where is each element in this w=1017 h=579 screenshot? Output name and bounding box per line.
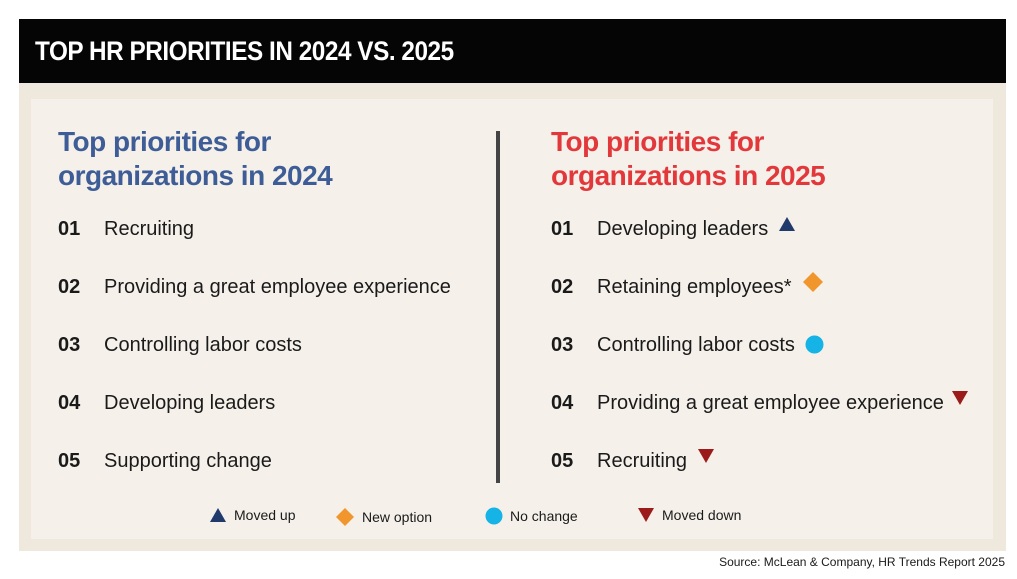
priorities-2024-list: 01 Recruiting 02 Providing a great emplo… xyxy=(58,218,498,508)
priorities-2025-column: Top priorities for organizations in 2025… xyxy=(551,125,991,508)
rank-number: 04 xyxy=(58,392,81,414)
list-item: 01 Developing leaders xyxy=(551,217,991,276)
priority-label: Recruiting xyxy=(597,450,688,472)
rank-number: 05 xyxy=(58,450,81,472)
legend-label: No change xyxy=(510,508,578,524)
heading-2024-line2: organizations in 2024 xyxy=(58,160,333,191)
list-item: 05 Recruiting xyxy=(551,449,991,508)
priority-label: Controlling labor costs xyxy=(597,334,795,356)
legend-no-change: No change xyxy=(485,507,578,525)
priority-label: Recruiting xyxy=(104,218,195,240)
rank-number: 03 xyxy=(551,334,574,356)
legend-moved-up: Moved up xyxy=(209,507,295,523)
heading-2025-line2: organizations in 2025 xyxy=(551,160,826,191)
priority-label: Retaining employees* xyxy=(597,276,792,298)
rank-number: 03 xyxy=(58,334,81,356)
list-item: 04 Developing leaders xyxy=(58,392,498,450)
heading-2025-line1: Top priorities for xyxy=(551,126,764,157)
list-item: 05 Supporting change xyxy=(58,450,498,508)
rank-number: 05 xyxy=(551,450,574,472)
priority-label: Providing a great employee experience xyxy=(597,392,944,414)
title-bar: TOP HR PRIORITIES IN 2024 VS. 2025 xyxy=(19,19,1006,83)
column-divider xyxy=(496,131,500,483)
new-option-icon xyxy=(802,272,823,292)
content-panel: Top priorities for organizations in 2024… xyxy=(31,99,993,539)
priorities-2025-list: 01 Developing leaders 02 Retaining emplo… xyxy=(551,217,991,508)
rank-number: 02 xyxy=(551,276,574,298)
legend-label: Moved up xyxy=(234,507,296,523)
priorities-2024-heading: Top priorities for organizations in 2024 xyxy=(58,125,498,193)
priority-label: Developing leaders xyxy=(597,218,769,240)
list-item: 03 Controlling labor costs xyxy=(58,334,498,392)
heading-2024-line1: Top priorities for xyxy=(58,126,271,157)
priorities-2025-heading: Top priorities for organizations in 2025 xyxy=(551,125,991,193)
no-change-icon xyxy=(805,335,824,354)
list-item: 02 Retaining employees* xyxy=(551,272,991,334)
priority-label: Supporting change xyxy=(104,450,272,472)
list-item: 02 Providing a great employee experience xyxy=(58,276,498,334)
legend: Moved up New option No change Moved down xyxy=(31,501,993,531)
rank-number: 01 xyxy=(58,218,81,240)
rank-number: 04 xyxy=(551,392,574,414)
list-item: 01 Recruiting xyxy=(58,218,498,276)
moved-down-icon xyxy=(638,508,654,522)
priority-label: Controlling labor costs xyxy=(104,334,302,356)
rank-number: 01 xyxy=(551,218,574,240)
moved-up-icon xyxy=(210,508,226,522)
list-item: 04 Providing a great employee experience xyxy=(551,391,991,450)
page-title: TOP HR PRIORITIES IN 2024 VS. 2025 xyxy=(35,35,454,66)
legend-moved-down: Moved down xyxy=(637,507,741,523)
priority-label: Developing leaders xyxy=(104,392,276,414)
no-change-icon xyxy=(485,507,503,525)
legend-label: Moved down xyxy=(662,507,742,523)
priorities-2024-column: Top priorities for organizations in 2024… xyxy=(58,125,498,508)
legend-new-option: New option xyxy=(335,507,432,527)
moved-down-icon xyxy=(951,391,968,405)
moved-down-icon xyxy=(698,449,715,463)
list-item: 03 Controlling labor costs xyxy=(551,334,991,392)
new-option-icon xyxy=(336,508,354,526)
legend-label: New option xyxy=(362,509,433,525)
priority-label: Providing a great employee experience xyxy=(104,276,451,298)
rank-number: 02 xyxy=(58,276,81,298)
moved-up-icon xyxy=(779,217,796,231)
infographic-frame: TOP HR PRIORITIES IN 2024 VS. 2025 Top p… xyxy=(19,19,1006,551)
source-note: Source: McLean & Company, HR Trends Repo… xyxy=(719,555,1005,569)
